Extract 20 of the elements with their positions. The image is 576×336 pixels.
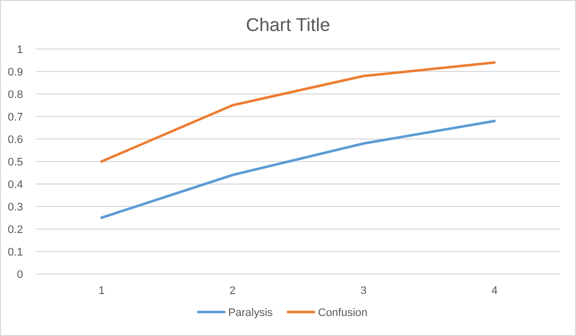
x-tick-label: 2 bbox=[229, 285, 236, 297]
y-tick-label: 1 bbox=[16, 44, 23, 56]
y-tick-label: 0.2 bbox=[8, 224, 23, 236]
line-series bbox=[100, 61, 496, 163]
x-tick-label: 4 bbox=[491, 285, 498, 297]
line-series bbox=[100, 120, 496, 219]
y-tick-label: 0.8 bbox=[8, 88, 23, 101]
y-tick-label: 0 bbox=[16, 268, 23, 281]
legend-label: Confusion bbox=[318, 307, 368, 319]
x-tick-label: 1 bbox=[98, 285, 105, 297]
y-tick-label: 0.3 bbox=[8, 201, 23, 214]
y-tick-label: 0.9 bbox=[8, 66, 23, 78]
x-tick-label: 3 bbox=[360, 285, 367, 297]
y-tick-label: 0.5 bbox=[8, 156, 23, 168]
chart-title: Chart Title bbox=[246, 14, 330, 35]
y-tick-label: 0.6 bbox=[8, 134, 23, 146]
y-tick-label: 0.1 bbox=[8, 246, 23, 258]
y-tick-label: 0.7 bbox=[8, 111, 23, 124]
legend-label: Paralysis bbox=[228, 307, 274, 319]
y-tick-label: 0.4 bbox=[8, 178, 23, 191]
